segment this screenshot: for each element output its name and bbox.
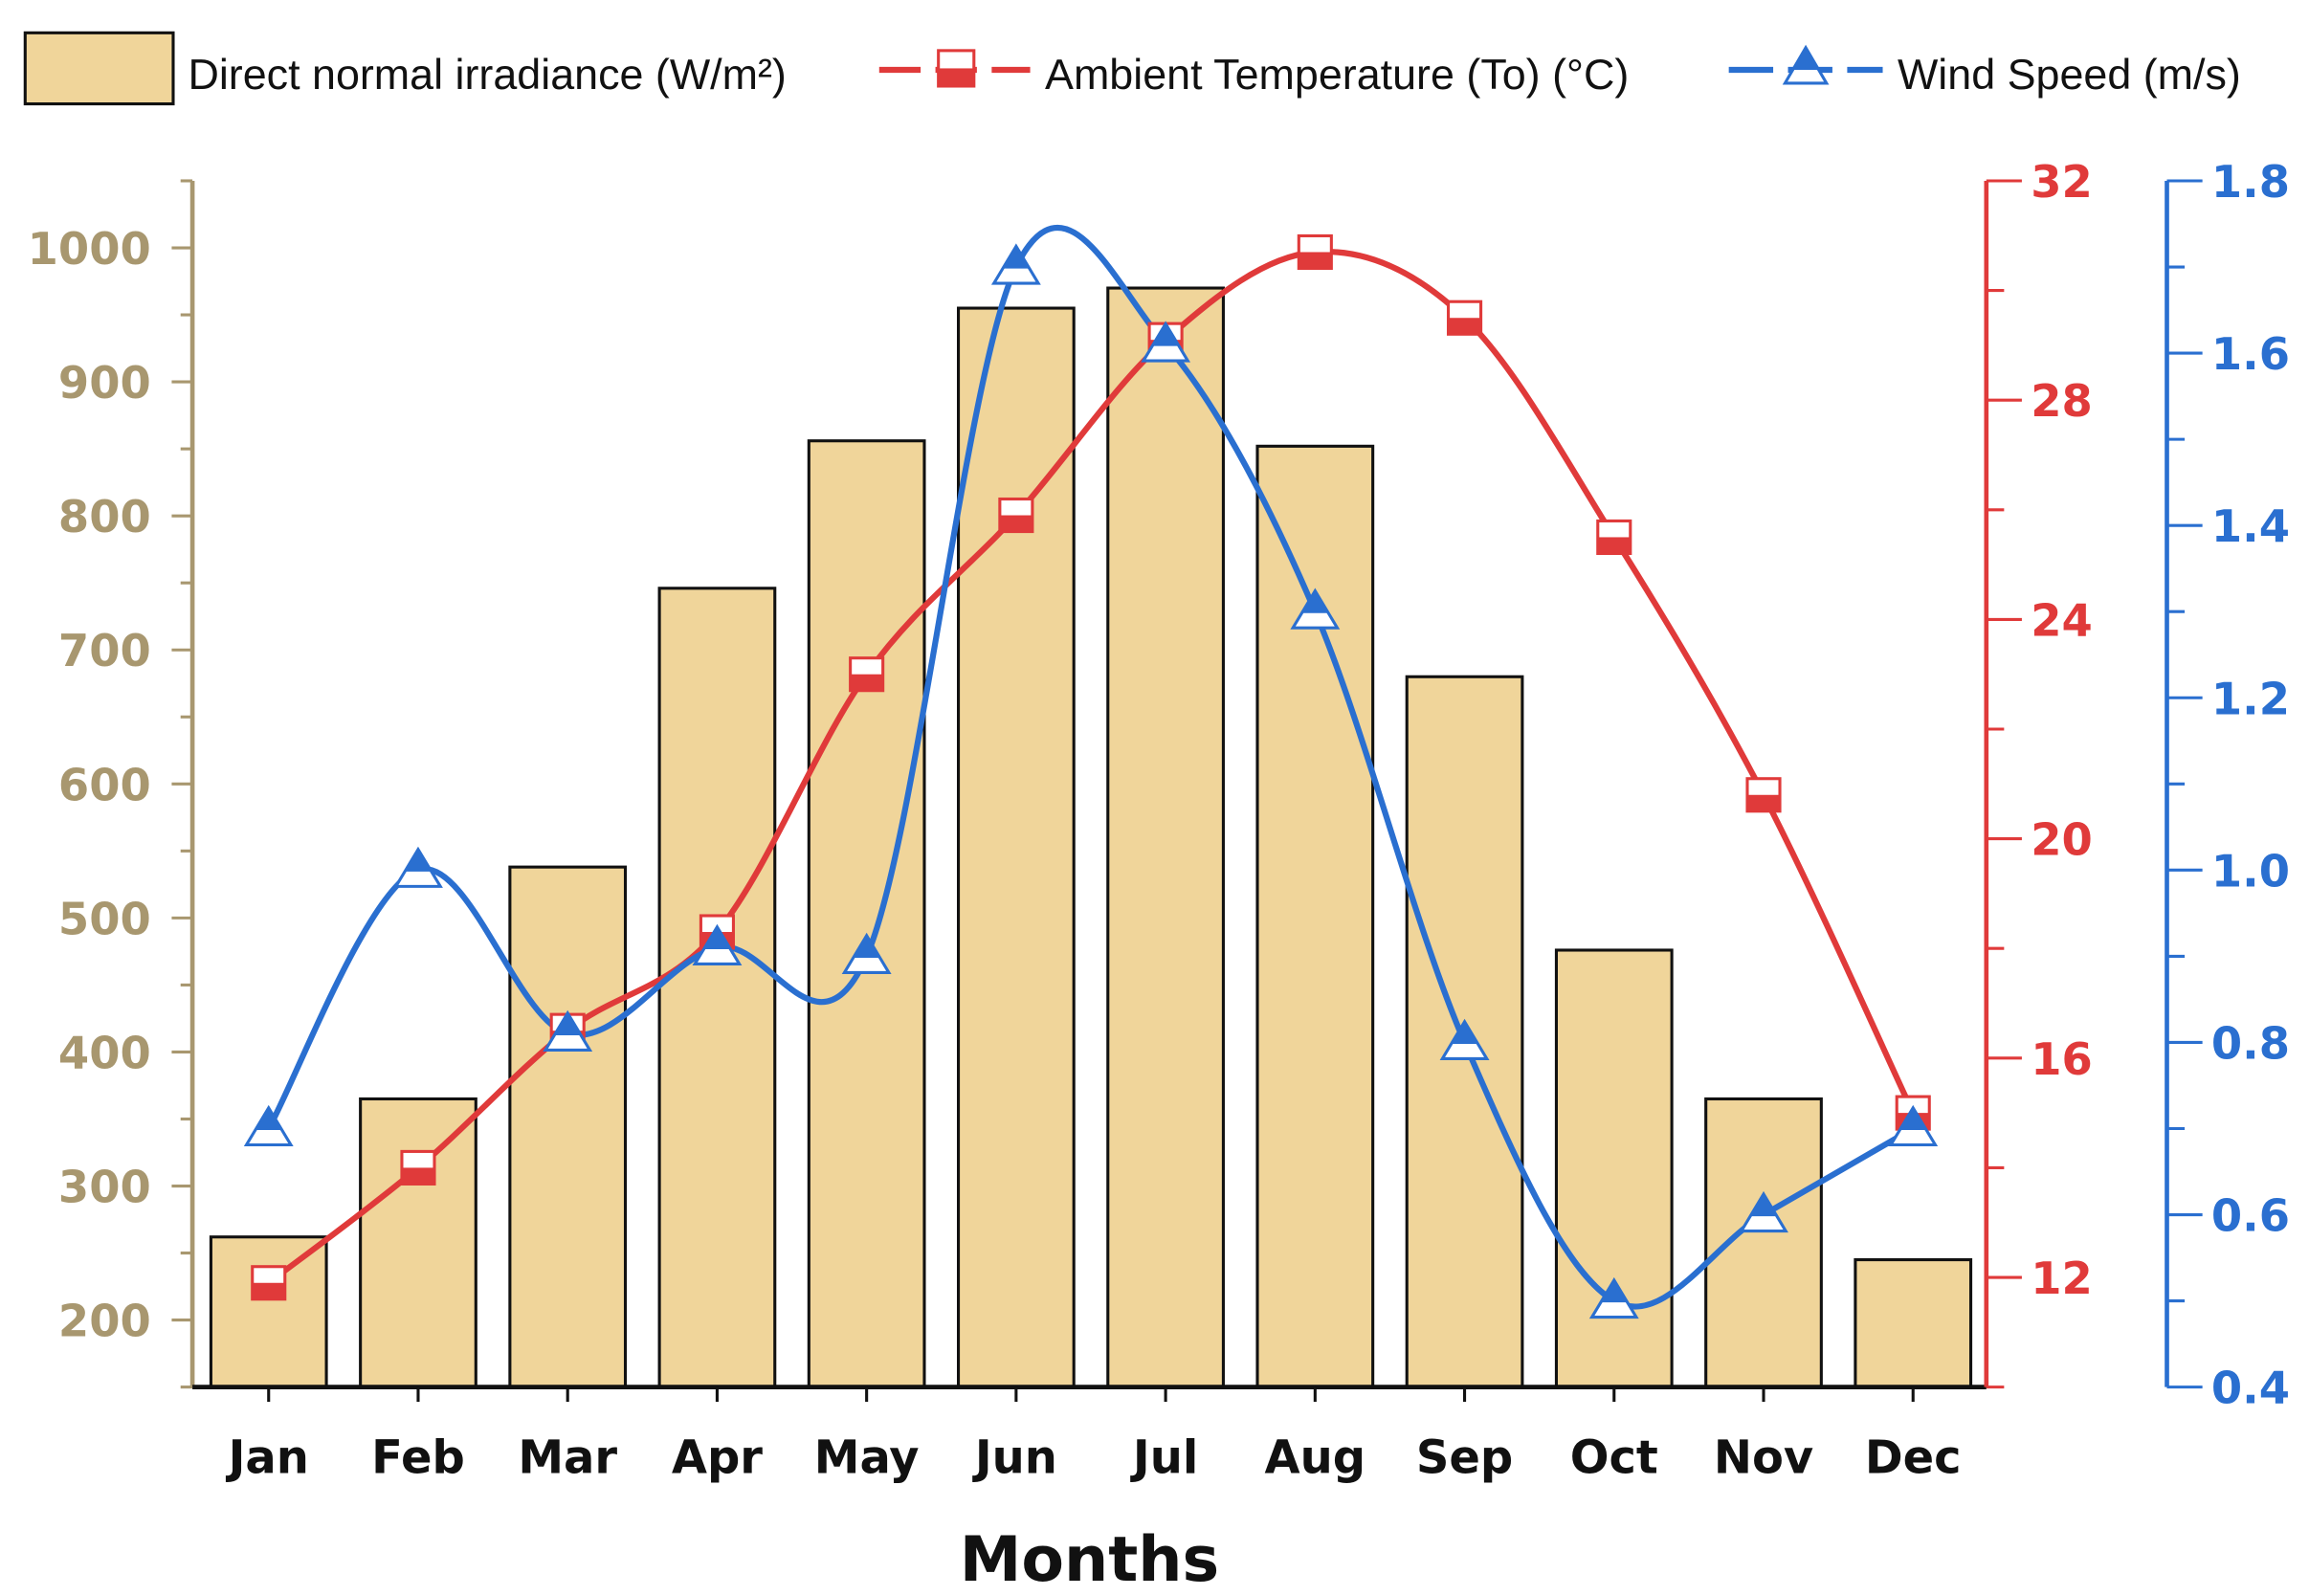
left-tick-label: 600 <box>58 759 151 810</box>
legend-marker-temperature <box>878 49 1031 88</box>
wind-tick-label: 1.4 <box>2211 500 2290 552</box>
wind-tick-label: 0.6 <box>2211 1190 2290 1242</box>
wind-point-fill <box>1600 1279 1628 1303</box>
bar-apr <box>657 587 777 1389</box>
temperature-point-fill <box>1597 537 1631 554</box>
legend-label-irradiance: Direct normal irradiance (W/m²) <box>188 50 786 99</box>
x-tick-label: Nov <box>1714 1430 1813 1484</box>
bar-jul <box>1106 286 1225 1389</box>
wind-point-fill <box>1750 1193 1777 1217</box>
left-tick-label: 400 <box>58 1027 151 1078</box>
legend-marker-wind <box>1728 44 1883 85</box>
wind-point-fill <box>554 1012 582 1035</box>
wind-point-fill <box>1002 246 1030 269</box>
x-tick-label: Feb <box>371 1430 465 1484</box>
x-axis-title: Months <box>960 1524 1219 1596</box>
temperature-tick-label: 24 <box>2031 594 2093 646</box>
wind-point-fill <box>1301 590 1329 613</box>
wind-point-fill <box>405 849 432 872</box>
x-tick-label: Oct <box>1570 1430 1658 1484</box>
wind-tick-label: 1.6 <box>2211 328 2290 380</box>
temperature-point-fill <box>252 1282 285 1299</box>
temperature-tick-label: 12 <box>2031 1252 2093 1304</box>
temperature-point-fill <box>999 515 1032 532</box>
left-tick-label: 300 <box>58 1162 151 1213</box>
temperature-tick-label: 28 <box>2031 375 2093 427</box>
left-tick-label: 800 <box>58 491 151 543</box>
x-tick-label: Mar <box>518 1430 617 1484</box>
left-tick-label: 900 <box>58 357 151 409</box>
x-tick-label: Dec <box>1865 1430 1962 1484</box>
wind-point-fill <box>1152 323 1180 346</box>
x-tick-label: May <box>814 1430 920 1484</box>
bar-nov <box>1704 1097 1823 1389</box>
x-tick-label: Apr <box>672 1430 763 1484</box>
left-tick-label: 500 <box>58 893 151 944</box>
wind-point-fill <box>1451 1021 1478 1044</box>
legend-label-temperature: Ambient Temperature (To) (°C) <box>1045 50 1629 99</box>
wind-point-fill <box>853 935 880 958</box>
temperature-tick-label: 20 <box>2031 814 2093 866</box>
temperature-point-fill <box>1448 318 1481 335</box>
wind-point-fill <box>255 1107 282 1131</box>
temperature-point-fill <box>1746 794 1781 811</box>
wind-point-fill <box>703 926 731 949</box>
x-tick-label: Jun <box>972 1430 1057 1484</box>
x-tick-label: Aug <box>1265 1430 1366 1484</box>
legend-swatch-irradiance <box>23 31 175 106</box>
left-tick-label: 200 <box>58 1296 151 1347</box>
bar-dec <box>1854 1258 1973 1389</box>
wind-point-fill <box>1899 1107 1927 1131</box>
wind-tick-label: 1.8 <box>2211 156 2290 208</box>
bar-jan <box>209 1235 328 1389</box>
x-tick-label: Jul <box>1130 1430 1198 1484</box>
temperature-point-fill <box>401 1167 434 1185</box>
temperature-tick-label: 16 <box>2031 1033 2093 1085</box>
bar-aug <box>1255 444 1375 1389</box>
x-tick-label: Jan <box>226 1430 309 1484</box>
bar-oct <box>1554 948 1674 1389</box>
temperature-point-fill <box>850 674 883 691</box>
wind-line <box>266 224 1915 1310</box>
temperature-tick-label: 32 <box>2031 156 2093 208</box>
legend: Direct normal irradiance (W/m²) Ambient … <box>23 31 2241 106</box>
wind-tick-label: 0.4 <box>2211 1363 2290 1414</box>
bar-may <box>807 439 926 1389</box>
legend-label-wind: Wind Speed (m/s) <box>1898 50 2241 99</box>
wind-tick-label: 1.2 <box>2211 673 2290 724</box>
x-tick-label: Sep <box>1416 1430 1513 1484</box>
left-tick-label: 1000 <box>28 223 151 275</box>
wind-tick-label: 0.8 <box>2211 1017 2290 1069</box>
wind-tick-label: 1.0 <box>2211 845 2290 897</box>
left-tick-label: 700 <box>58 625 151 676</box>
bar-feb <box>359 1097 477 1389</box>
temperature-point-fill <box>1299 252 1332 269</box>
bar-mar <box>508 865 628 1389</box>
bar-jun <box>957 306 1076 1389</box>
